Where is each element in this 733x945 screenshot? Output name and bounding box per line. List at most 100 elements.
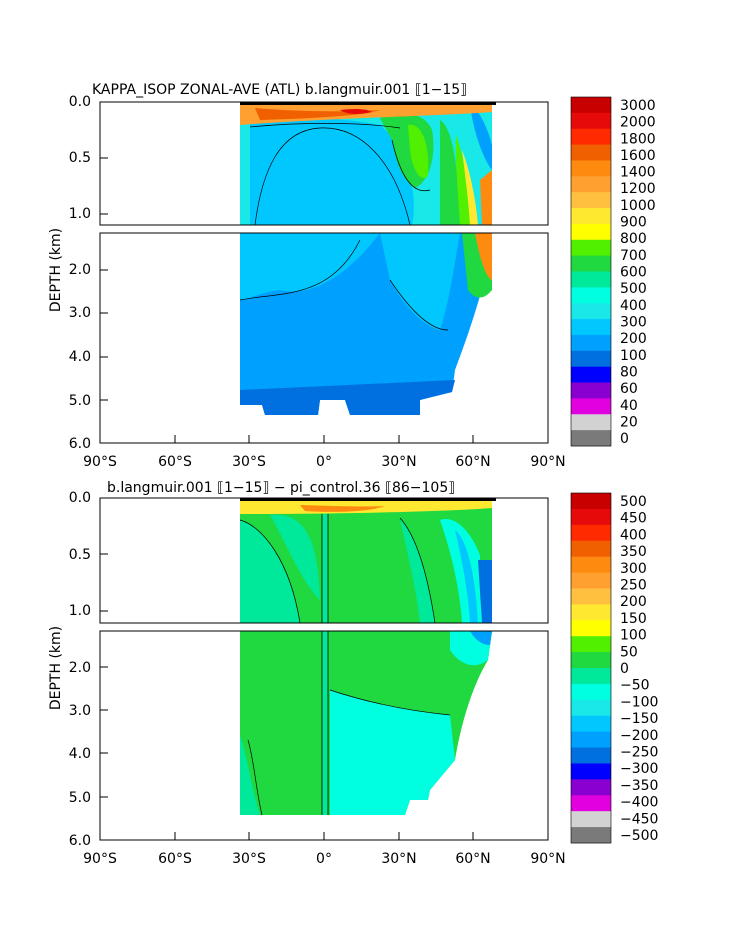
colorbar-swatch (571, 652, 611, 669)
y-tick-label: 0.5 (69, 547, 91, 563)
x-tick-label: 90°S (83, 851, 117, 867)
colorbar-swatch (571, 779, 611, 796)
colorbar-swatch (571, 192, 611, 209)
x-tick-label: 30°S (232, 851, 266, 867)
colorbar-label: 100 (620, 628, 647, 644)
y-tick-label: 4.0 (69, 746, 91, 762)
y-axis-label: DEPTH (km) (48, 228, 64, 312)
colorbar-label: 20 (620, 414, 638, 430)
y-tick-label: 3.0 (69, 305, 91, 321)
colorbar-swatch (571, 366, 611, 383)
field-patch (455, 530, 478, 623)
colorbar-swatch (571, 795, 611, 812)
panel-2-lower-field (240, 631, 492, 816)
panel-1-colorbar: 3000200018001600140012001000900800700600… (570, 96, 656, 447)
colorbar-swatch (571, 208, 611, 225)
x-tick-label: 60°S (158, 851, 192, 867)
colorbar-swatch (571, 430, 611, 447)
panel-2-colorbar: 500450400350300250200150100500−50−100−15… (570, 492, 658, 844)
colorbar-swatch (571, 811, 611, 828)
x-tick-label: 90°N (530, 851, 565, 867)
panel-2: b.langmuir.001 ⟦1−15⟧ − pi_control.36 ⟦8… (48, 480, 658, 867)
y-tick-label: 0.0 (69, 94, 91, 110)
colorbar-label: 50 (620, 644, 638, 660)
panel-2-upper-field (239, 498, 496, 624)
colorbar-label: −250 (620, 745, 658, 761)
colorbar-label: 400 (620, 298, 647, 314)
colorbar-swatch (571, 620, 611, 637)
field-surface-band (240, 105, 492, 125)
colorbar-swatch (571, 763, 611, 780)
colorbar-label: 1800 (620, 131, 656, 147)
colorbar-swatch (571, 303, 611, 320)
y-tick-label: 6.0 (69, 436, 91, 452)
field-patch (455, 135, 472, 225)
colorbar-swatch (571, 350, 611, 368)
colorbar-label: 900 (620, 215, 647, 231)
colorbar-label: −50 (620, 678, 650, 694)
y-tick-label: 5.0 (69, 393, 91, 409)
colorbar-swatch (571, 223, 611, 241)
colorbar-swatch (571, 731, 611, 748)
colorbar-label: 500 (620, 281, 647, 297)
field-equator-band (322, 631, 328, 815)
field-patch (400, 518, 435, 623)
colorbar-label: 80 (620, 364, 638, 380)
colorbar-swatch (571, 144, 611, 161)
contour-line (249, 123, 401, 129)
x-tick-label: 60°N (455, 454, 490, 470)
y-tick-label: 2.0 (69, 660, 91, 676)
panel-1-lower-field (239, 233, 492, 415)
contour-line (254, 127, 411, 226)
field-patch (270, 514, 320, 600)
colorbar-label: 300 (620, 561, 647, 577)
x-tick-label: 60°N (455, 851, 490, 867)
field-equator-band (322, 514, 328, 623)
x-tick-label: 90°N (530, 454, 565, 470)
colorbar-label: 200 (620, 594, 647, 610)
colorbar-label: −450 (620, 811, 658, 827)
field-patch (380, 233, 460, 330)
colorbar-label: −150 (620, 711, 658, 727)
field-patch (240, 735, 260, 815)
contour-line (247, 739, 263, 816)
colorbar-swatch (571, 747, 611, 764)
colorbar-label: 1200 (620, 181, 656, 197)
colorbar-frame (570, 492, 612, 844)
colorbar-label: 250 (620, 577, 647, 593)
colorbar-swatch (571, 827, 611, 844)
y-tick-label: 1.0 (69, 603, 91, 619)
field-surface-line (240, 102, 496, 105)
panel-1-upper-frame (99, 101, 549, 226)
colorbar-frame (570, 96, 612, 447)
colorbar-swatch (571, 699, 611, 717)
field-patch (250, 117, 414, 225)
colorbar-swatch (571, 414, 611, 431)
colorbar-label: 1600 (620, 148, 656, 164)
x-tick-label: 30°N (381, 454, 416, 470)
contour-line (239, 239, 361, 301)
x-tick-label: 0° (316, 851, 332, 867)
x-tick-label: 30°N (381, 851, 416, 867)
field-patch (470, 631, 492, 645)
colorbar-swatch (571, 556, 611, 573)
panel-2-upper-frame (99, 497, 549, 624)
x-tick-label: 30°S (232, 454, 266, 470)
field-surface-line (240, 498, 496, 501)
colorbar-swatch (571, 508, 611, 526)
field-surface-band (255, 108, 380, 120)
colorbar-label: 1400 (620, 165, 656, 181)
field-patch (240, 380, 455, 415)
colorbar-label: −300 (620, 761, 658, 777)
field-surface-band (340, 108, 372, 115)
colorbar-swatch (571, 255, 611, 272)
colorbar-swatch (571, 176, 611, 193)
field-patch (330, 690, 455, 815)
colorbar-label: 40 (620, 398, 638, 414)
colorbar-label: 150 (620, 611, 647, 627)
y-tick-label: 2.0 (69, 262, 91, 278)
field-patch (240, 520, 300, 623)
colorbar-label: 800 (620, 231, 647, 247)
y-tick-label: 0.0 (69, 490, 91, 506)
colorbar-swatch (571, 271, 611, 288)
